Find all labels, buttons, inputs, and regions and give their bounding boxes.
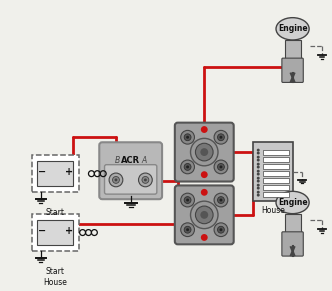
Text: House: House	[261, 206, 285, 215]
Circle shape	[196, 143, 213, 161]
Circle shape	[214, 160, 228, 174]
Circle shape	[184, 197, 191, 203]
Text: A: A	[142, 156, 147, 165]
Circle shape	[201, 126, 208, 133]
Circle shape	[257, 180, 260, 182]
FancyBboxPatch shape	[285, 40, 300, 59]
Bar	[32, 214, 79, 251]
Circle shape	[257, 166, 260, 168]
Circle shape	[217, 164, 224, 170]
Circle shape	[257, 156, 260, 159]
FancyBboxPatch shape	[105, 165, 157, 194]
Circle shape	[191, 201, 218, 229]
Circle shape	[257, 170, 260, 173]
Bar	[263, 178, 289, 183]
Circle shape	[219, 198, 222, 202]
FancyBboxPatch shape	[285, 214, 300, 233]
Circle shape	[181, 223, 195, 237]
Circle shape	[181, 160, 195, 174]
Circle shape	[214, 223, 228, 237]
Circle shape	[181, 193, 195, 207]
Circle shape	[257, 159, 260, 162]
Circle shape	[196, 206, 213, 224]
Circle shape	[184, 164, 191, 170]
Circle shape	[257, 173, 260, 175]
FancyBboxPatch shape	[175, 185, 234, 244]
Circle shape	[257, 184, 260, 187]
Circle shape	[257, 191, 260, 194]
Circle shape	[200, 148, 208, 156]
FancyBboxPatch shape	[175, 123, 234, 182]
Circle shape	[186, 166, 189, 168]
Circle shape	[115, 178, 118, 181]
Circle shape	[201, 189, 208, 196]
Circle shape	[217, 226, 224, 233]
Circle shape	[144, 178, 147, 181]
Bar	[263, 185, 289, 190]
FancyBboxPatch shape	[282, 58, 303, 82]
Bar	[263, 157, 289, 162]
Bar	[253, 142, 292, 201]
Circle shape	[257, 149, 260, 152]
Circle shape	[109, 173, 123, 187]
Bar	[263, 150, 289, 155]
Circle shape	[257, 163, 260, 166]
Circle shape	[113, 176, 120, 183]
Circle shape	[186, 198, 189, 202]
Circle shape	[142, 176, 149, 183]
Bar	[263, 171, 289, 176]
Text: −: −	[38, 167, 46, 177]
Text: +: +	[64, 167, 73, 177]
Text: Start
House: Start House	[43, 267, 67, 287]
Circle shape	[257, 177, 260, 180]
Text: B: B	[114, 156, 120, 165]
Bar	[37, 220, 73, 245]
Circle shape	[219, 136, 222, 139]
Circle shape	[214, 130, 228, 144]
Circle shape	[186, 228, 189, 231]
Circle shape	[257, 152, 260, 155]
Text: ACR: ACR	[121, 156, 140, 165]
Circle shape	[184, 134, 191, 141]
Circle shape	[184, 226, 191, 233]
Circle shape	[257, 194, 260, 197]
Bar	[37, 161, 73, 186]
Circle shape	[201, 234, 208, 241]
FancyBboxPatch shape	[99, 142, 162, 199]
Text: Start: Start	[45, 208, 65, 217]
Circle shape	[186, 136, 189, 139]
Bar	[32, 155, 79, 192]
Circle shape	[217, 134, 224, 141]
FancyBboxPatch shape	[282, 232, 303, 256]
Text: Engine: Engine	[278, 198, 307, 207]
Circle shape	[219, 228, 222, 231]
Bar	[263, 192, 289, 197]
Circle shape	[181, 130, 195, 144]
Circle shape	[201, 171, 208, 178]
Circle shape	[214, 193, 228, 207]
Text: Engine: Engine	[278, 24, 307, 33]
Ellipse shape	[276, 18, 309, 40]
Circle shape	[138, 173, 152, 187]
Bar	[263, 164, 289, 169]
Circle shape	[191, 138, 218, 166]
Circle shape	[219, 166, 222, 168]
Ellipse shape	[276, 191, 309, 214]
Text: +: +	[64, 226, 73, 236]
Circle shape	[257, 187, 260, 189]
Circle shape	[217, 197, 224, 203]
Circle shape	[200, 211, 208, 219]
Text: −: −	[38, 226, 46, 236]
